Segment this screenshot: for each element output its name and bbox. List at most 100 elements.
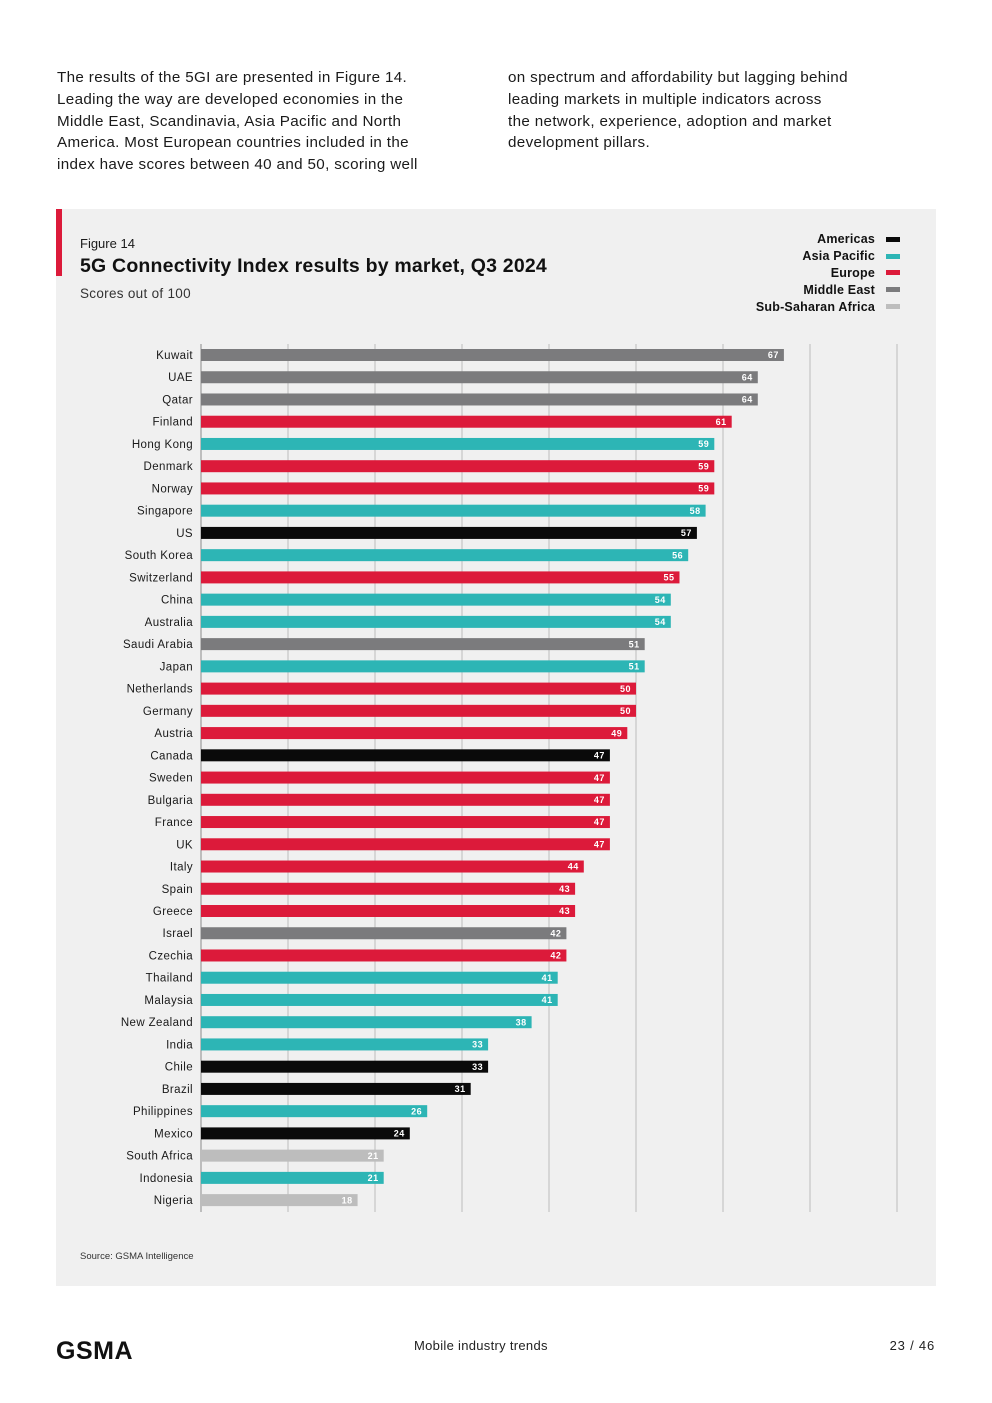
category-label: Philippines	[133, 1106, 193, 1118]
legend-item-sub-saharan-africa: Sub-Saharan Africa	[756, 298, 900, 315]
bar	[201, 1127, 410, 1140]
bar	[201, 860, 584, 873]
bar	[201, 437, 715, 450]
bar	[201, 1105, 428, 1118]
bar	[201, 1016, 532, 1029]
category-label: Switzerland	[129, 572, 193, 584]
data-label: 47	[594, 817, 605, 827]
legend-item-asia-pacific: Asia Pacific	[756, 248, 900, 265]
category-label: Israel	[162, 928, 193, 940]
category-label: Finland	[152, 417, 193, 429]
data-label: 57	[681, 528, 692, 538]
category-label: Bulgaria	[148, 795, 194, 807]
data-label: 54	[655, 617, 666, 627]
intro-line: America. Most European countries include…	[57, 134, 409, 152]
category-label: New Zealand	[121, 1017, 193, 1029]
category-label: Singapore	[137, 506, 193, 518]
bar	[201, 1038, 489, 1051]
category-label: Austria	[154, 728, 193, 740]
data-label: 47	[594, 773, 605, 783]
legend-swatch	[886, 304, 900, 310]
legend-item-americas: Americas	[756, 231, 900, 248]
intro-line: Middle East, Scandinavia, Asia Pacific a…	[57, 112, 402, 130]
footer-title: Mobile industry trends	[414, 1338, 548, 1353]
data-label: 43	[559, 884, 570, 894]
category-label: Australia	[145, 617, 194, 629]
legend-label: Europe	[830, 265, 875, 280]
bar	[201, 1082, 471, 1095]
data-label: 54	[655, 595, 666, 605]
category-label: Norway	[152, 483, 193, 495]
category-label: China	[161, 595, 193, 607]
figure-panel: Figure 14 5G Connectivity Index results …	[56, 209, 936, 1286]
category-label: US	[176, 528, 193, 540]
category-label: Kuwait	[156, 350, 193, 362]
data-label: 47	[594, 839, 605, 849]
data-label: 42	[550, 928, 561, 938]
bar	[201, 838, 610, 851]
category-label: Canada	[150, 750, 193, 762]
gsma-logo: GSMA	[56, 1337, 180, 1368]
bar	[201, 949, 567, 962]
bar	[201, 1194, 358, 1207]
data-label: 26	[411, 1106, 422, 1116]
intro-line: on spectrum and affordability but laggin…	[508, 69, 848, 86]
category-label: Indonesia	[140, 1173, 194, 1185]
intro-line: Leading the way are developed economies …	[57, 90, 404, 108]
bar	[201, 482, 715, 495]
category-label: UAE	[168, 372, 193, 384]
bar	[201, 526, 697, 539]
data-label: 24	[394, 1129, 405, 1139]
bar	[201, 660, 645, 673]
data-label: 41	[542, 973, 553, 983]
category-label: Qatar	[162, 394, 193, 406]
data-label: 49	[611, 728, 622, 738]
chart-legend: Americas Asia Pacific Europe Middle East…	[756, 231, 900, 315]
intro-text-left: The results of the 5GI are presented in …	[57, 67, 487, 176]
data-label: 51	[629, 639, 640, 649]
data-label: 50	[620, 684, 631, 694]
legend-label: Middle East	[803, 282, 875, 297]
category-label: Malaysia	[144, 995, 193, 1007]
bar	[201, 504, 706, 517]
data-label: 41	[542, 995, 553, 1005]
category-label: Chile	[165, 1062, 193, 1074]
data-label: 47	[594, 751, 605, 761]
legend-item-europe: Europe	[756, 265, 900, 282]
bar	[201, 615, 671, 628]
data-label: 21	[368, 1173, 379, 1183]
bar	[201, 415, 732, 428]
legend-label: Sub-Saharan Africa	[755, 299, 875, 314]
data-label: 51	[629, 662, 640, 672]
category-label: India	[166, 1039, 193, 1051]
bar	[201, 793, 610, 806]
category-label: Germany	[143, 706, 193, 718]
bar	[201, 727, 628, 740]
page-number: 23 / 46	[889, 1338, 935, 1353]
bar	[201, 393, 758, 406]
bar	[201, 905, 576, 917]
data-label: 18	[342, 1195, 353, 1205]
category-label: Brazil	[162, 1084, 193, 1096]
bar	[201, 993, 558, 1006]
bar	[201, 571, 680, 584]
data-label: 33	[472, 1040, 483, 1050]
bar	[201, 549, 689, 562]
bar	[201, 593, 671, 606]
bar	[201, 1060, 489, 1073]
bar	[201, 682, 636, 695]
bar	[201, 927, 567, 940]
category-label: Denmark	[144, 461, 193, 473]
category-label: France	[155, 817, 193, 829]
intro-text-right: on spectrum and affordability but laggin…	[508, 67, 938, 154]
legend-label: Americas	[817, 232, 875, 247]
bar	[201, 371, 758, 384]
category-label: Greece	[153, 906, 193, 918]
chart-title: 5G Connectivity Index results by market,…	[80, 255, 547, 277]
bar	[201, 971, 558, 984]
data-label: 33	[472, 1062, 483, 1072]
bar	[201, 882, 576, 895]
chart-subtitle: Scores out of 100	[80, 286, 191, 301]
legend-swatch	[886, 253, 900, 259]
bar	[201, 1171, 384, 1184]
